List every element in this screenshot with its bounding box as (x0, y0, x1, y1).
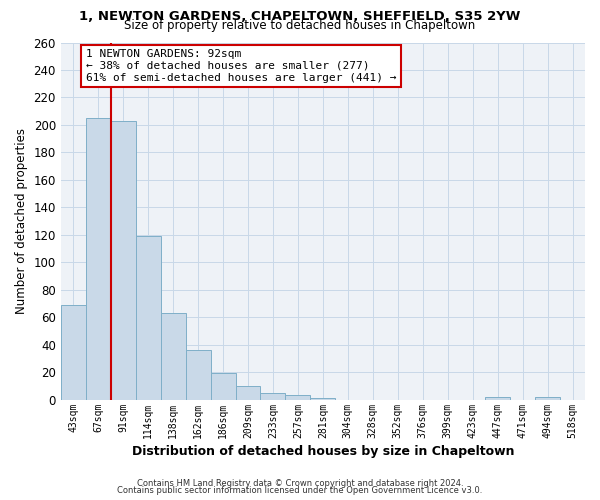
Bar (535, 397, 560, 400)
Bar (310, 398, 335, 400)
Bar (485, 397, 510, 400)
Bar (185, 350, 211, 400)
Bar (61, 305, 86, 400)
Text: Size of property relative to detached houses in Chapeltown: Size of property relative to detached ho… (124, 19, 476, 32)
Bar (286, 396, 310, 400)
Bar (161, 313, 185, 400)
X-axis label: Distribution of detached houses by size in Chapeltown: Distribution of detached houses by size … (131, 444, 514, 458)
Bar (211, 374, 236, 400)
Y-axis label: Number of detached properties: Number of detached properties (15, 128, 28, 314)
Text: Contains HM Land Registry data © Crown copyright and database right 2024.: Contains HM Land Registry data © Crown c… (137, 478, 463, 488)
Bar (260, 392, 286, 400)
Text: 1 NEWTON GARDENS: 92sqm
← 38% of detached houses are smaller (277)
61% of semi-d: 1 NEWTON GARDENS: 92sqm ← 38% of detache… (86, 50, 396, 82)
Bar (86, 118, 111, 400)
Bar (111, 121, 136, 400)
Bar (236, 386, 260, 400)
Text: Contains public sector information licensed under the Open Government Licence v3: Contains public sector information licen… (118, 486, 482, 495)
Text: 1, NEWTON GARDENS, CHAPELTOWN, SHEFFIELD, S35 2YW: 1, NEWTON GARDENS, CHAPELTOWN, SHEFFIELD… (79, 10, 521, 23)
Bar (136, 236, 161, 400)
